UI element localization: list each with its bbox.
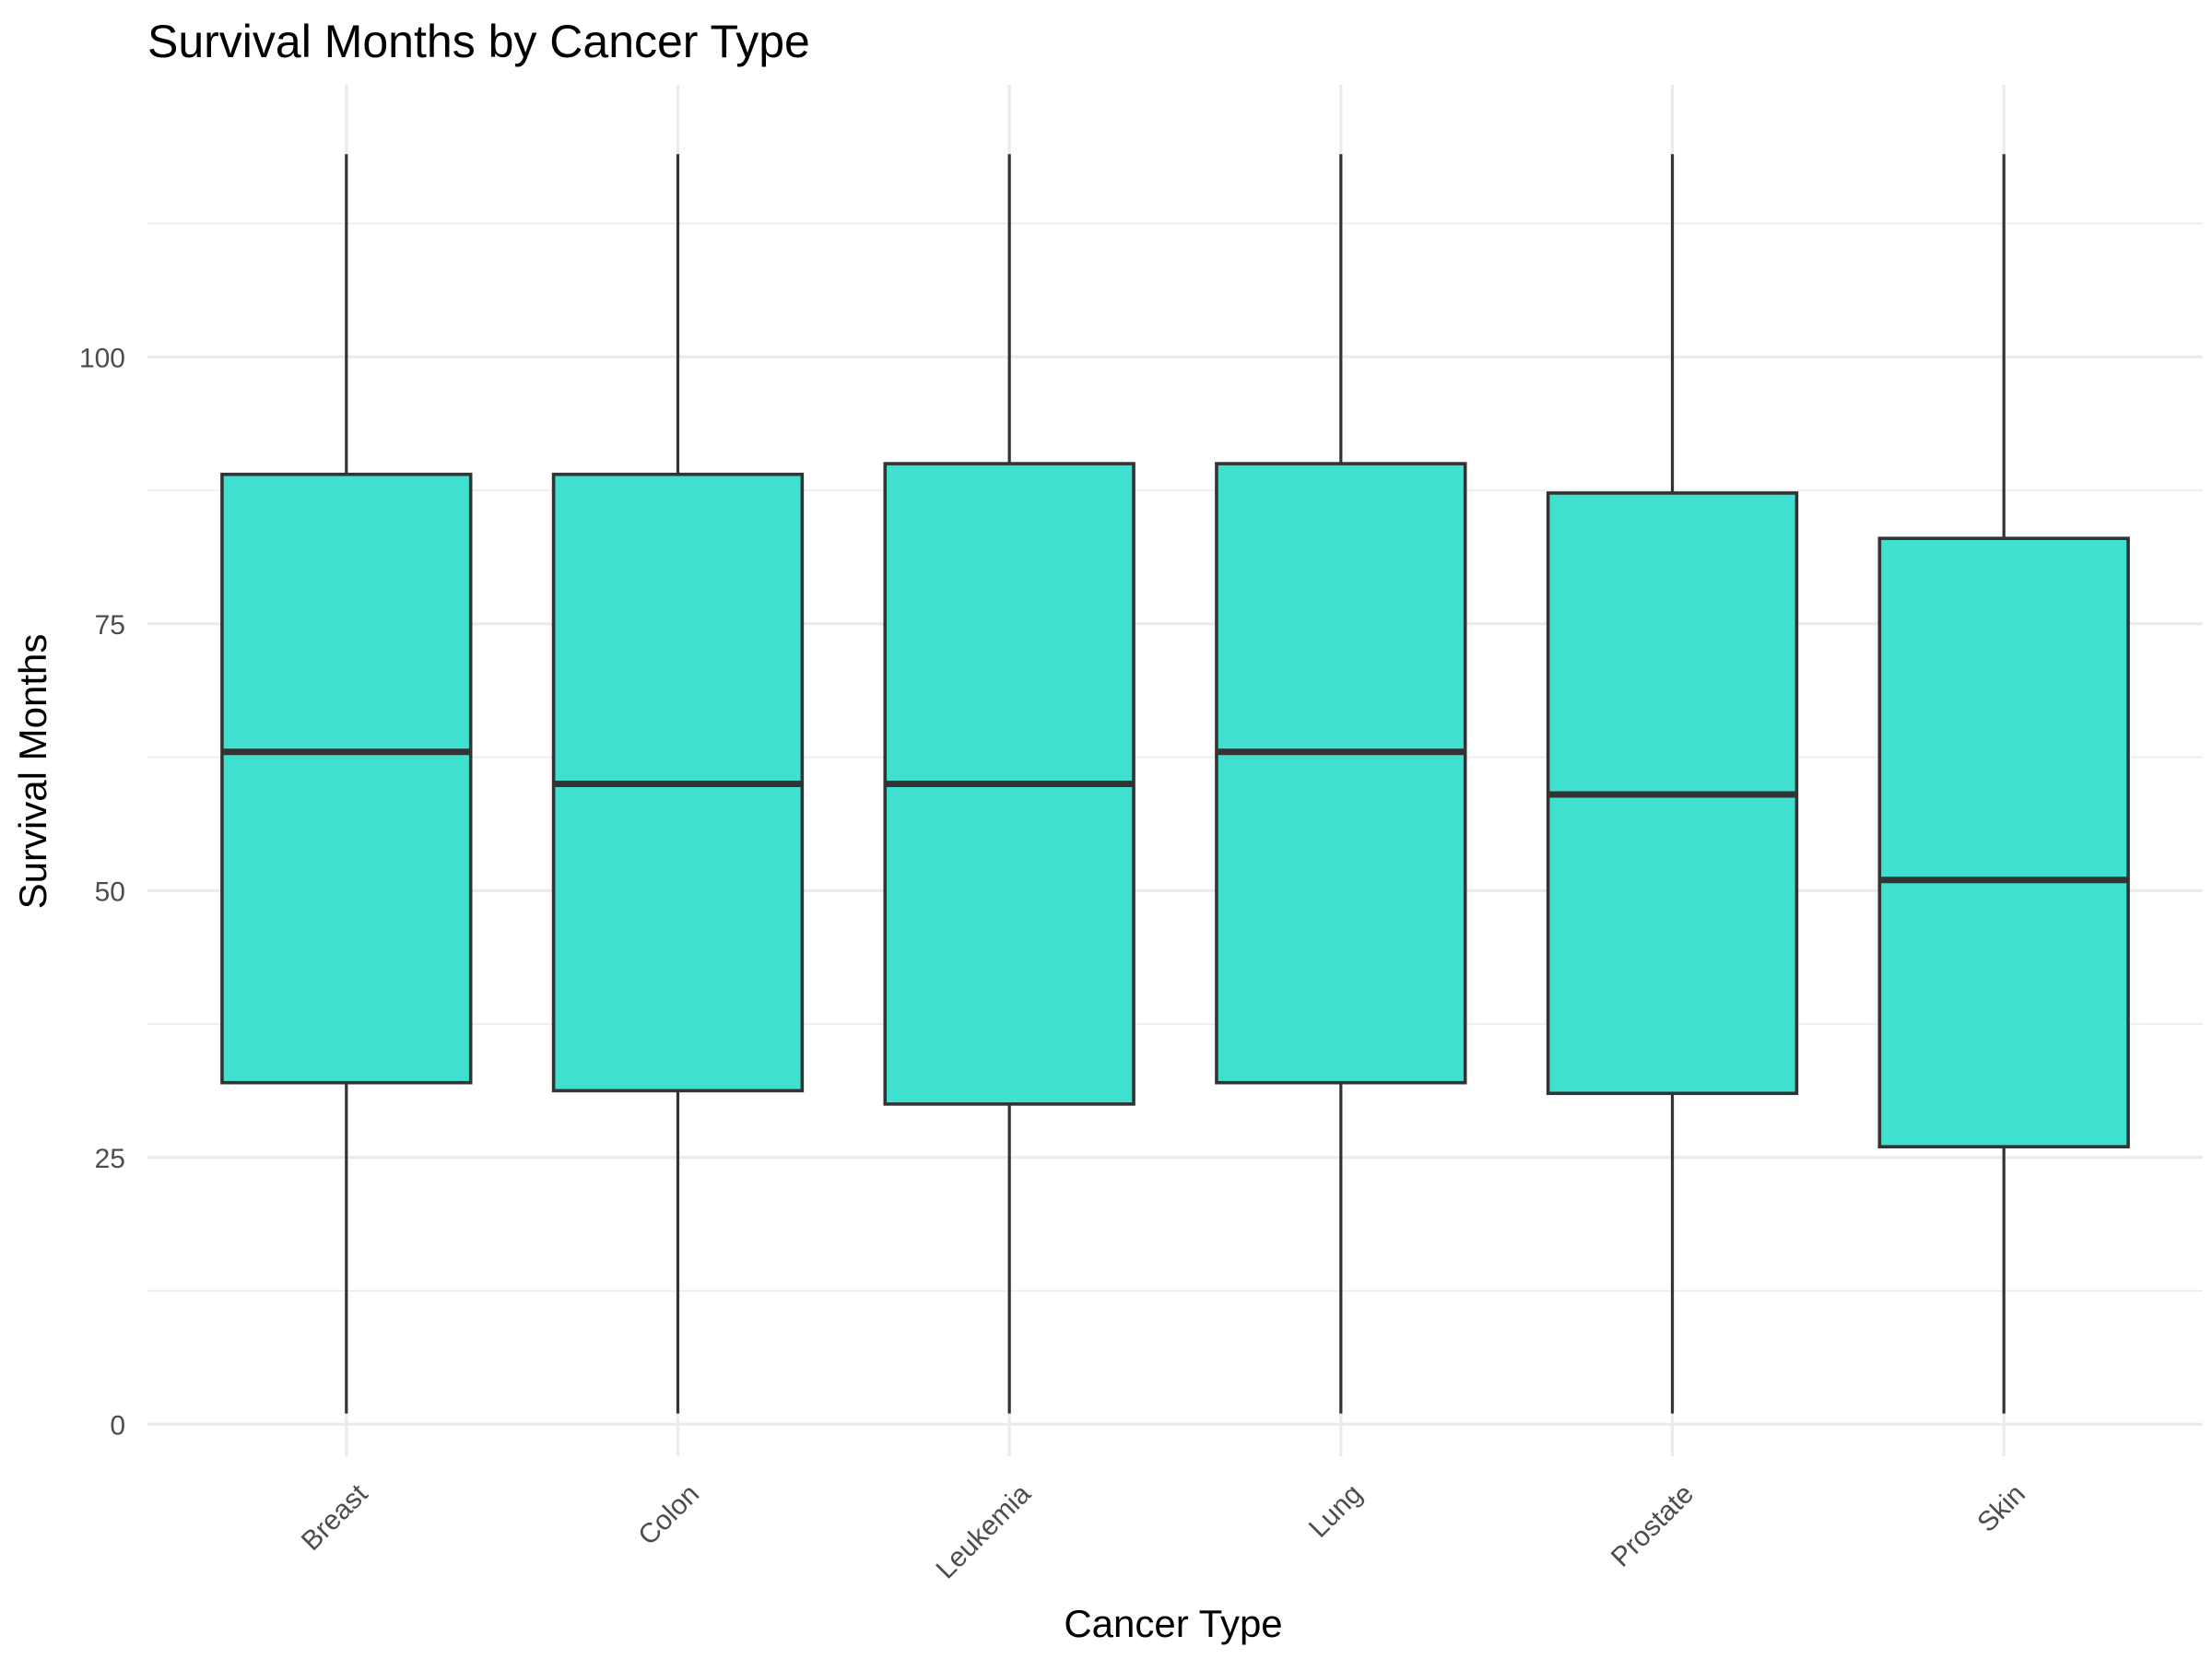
- x-tick-label: Prostate: [1606, 1478, 1700, 1572]
- box-lung: [1215, 154, 1467, 1414]
- y-tick-label: 75: [95, 610, 125, 641]
- box-colon: [551, 154, 805, 1414]
- box-iqr: [1877, 536, 2130, 1148]
- x-axis-ticks: Breast Colon Leukemia Lung Prostate Skin: [296, 1478, 2031, 1585]
- y-tick-label: 50: [95, 877, 125, 907]
- x-tick-label: Leukemia: [931, 1478, 1038, 1585]
- box-breast: [220, 154, 473, 1414]
- x-axis-title: Cancer Type: [1064, 1602, 1282, 1645]
- y-axis-title: Survival Months: [11, 634, 54, 910]
- chart-title: Survival Months by Cancer Type: [147, 16, 810, 67]
- y-axis-ticks: 0 25 50 75 100: [79, 343, 125, 1441]
- x-tick-label: Colon: [632, 1478, 705, 1551]
- box-leukemia: [883, 154, 1135, 1414]
- box-iqr: [220, 472, 473, 1085]
- y-tick-label: 100: [79, 343, 125, 373]
- box-skin: [1877, 154, 2130, 1414]
- y-tick-label: 0: [110, 1410, 125, 1441]
- box-iqr: [1215, 462, 1467, 1085]
- box-layer: [220, 154, 2130, 1414]
- x-tick-label: Skin: [1971, 1478, 2031, 1538]
- x-tick-label: Breast: [296, 1478, 374, 1557]
- y-tick-label: 25: [95, 1144, 125, 1174]
- x-tick-label: Lung: [1303, 1478, 1369, 1544]
- box-prostate: [1546, 154, 1799, 1414]
